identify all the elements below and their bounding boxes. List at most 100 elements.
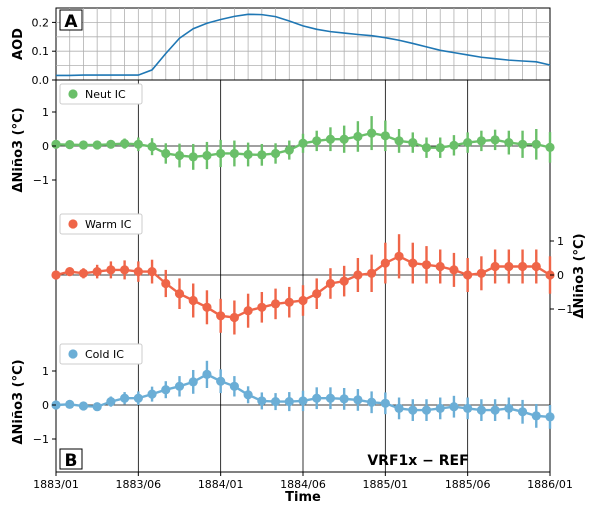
data-point: [133, 139, 143, 149]
panel-b-x-ticks: 1883/01 1883/06 1884/01 1884/06 1885/01 1885/…: [33, 472, 573, 491]
data-point: [257, 150, 267, 160]
data-point: [174, 150, 185, 161]
data-point: [531, 411, 541, 421]
data-point: [78, 140, 89, 150]
data-point: [188, 377, 198, 387]
data-point: [421, 260, 432, 270]
data-point: [408, 258, 418, 268]
data-point: [504, 261, 514, 272]
data-point: [106, 139, 116, 149]
data-point: [476, 136, 486, 146]
x-tick-label: 1885/06: [445, 478, 491, 491]
panel-a-grid: [56, 8, 550, 80]
data-point: [312, 136, 322, 146]
panel-b-y-tick-label: −1: [33, 433, 49, 446]
data-point: [449, 402, 459, 412]
series-cold-ic: [51, 360, 555, 429]
x-tick-label: 1885/01: [362, 478, 408, 491]
data-point: [367, 268, 377, 278]
y-axis-label-cold: ΔNiño3 (°C): [11, 359, 26, 444]
panel-a-label-box: [59, 9, 83, 31]
data-point: [78, 401, 89, 411]
data-point: [353, 270, 363, 280]
data-point: [421, 143, 432, 153]
data-point: [270, 299, 281, 309]
data-point: [284, 297, 294, 307]
legend-marker: [68, 349, 78, 359]
data-point: [490, 405, 500, 415]
legend-marker: [68, 89, 78, 99]
panel-b-y-tick-label: 0: [42, 140, 49, 153]
y-axis-label-neut: ΔNiño3 (°C): [11, 107, 26, 192]
legend-box: [59, 343, 143, 365]
data-point: [51, 139, 61, 149]
data-point: [353, 131, 363, 142]
panel-a-y-tick-label: 0.1: [32, 45, 50, 58]
data-point: [243, 306, 253, 316]
panel-a-y-tick-label: 0.0: [32, 74, 50, 87]
data-point: [449, 265, 459, 275]
data-point: [353, 395, 363, 405]
legend-label: Neut IC: [85, 88, 126, 101]
data-point: [92, 140, 102, 150]
data-point: [202, 150, 212, 161]
data-point: [435, 403, 445, 413]
data-point: [133, 267, 143, 277]
data-point: [367, 128, 377, 138]
data-point: [298, 138, 308, 148]
data-point: [216, 148, 226, 159]
data-point: [517, 407, 528, 417]
data-point: [463, 403, 473, 413]
data-point: [476, 405, 486, 415]
data-point: [106, 265, 116, 275]
data-point: [202, 369, 212, 379]
data-point: [394, 136, 404, 146]
data-point: [449, 140, 459, 150]
data-point: [463, 138, 473, 148]
legend-box: [59, 213, 143, 235]
panel-a-series: [56, 13, 551, 77]
panel-b-label: B: [65, 451, 78, 471]
data-point: [257, 396, 267, 406]
data-point: [408, 405, 418, 415]
data-point: [202, 302, 212, 312]
panel-b-y-tick-label: 1: [42, 365, 49, 378]
data-point: [120, 265, 130, 275]
data-point: [188, 295, 198, 306]
data-point: [531, 139, 541, 149]
panel-b-y-ticks: −1 0 1 −1 0 1 −1 0 1: [33, 106, 573, 446]
data-point: [517, 139, 528, 149]
data-point: [367, 397, 377, 407]
data-point: [106, 397, 116, 407]
data-point: [133, 393, 143, 403]
legend-neut-ic: Neut IC: [59, 83, 143, 105]
data-point: [435, 143, 445, 153]
x-tick-label: 1883/01: [33, 478, 79, 491]
annotation-label: VRF1x − REF: [367, 453, 468, 469]
panel-a-label: A: [64, 12, 78, 32]
data-point: [339, 394, 349, 404]
panel-b-legends: Neut IC Warm IC Cold IC: [59, 83, 143, 365]
data-point: [161, 278, 171, 289]
data-point: [394, 251, 404, 261]
data-point: [312, 393, 322, 403]
series-neut-ic: [51, 116, 555, 170]
data-point: [243, 149, 253, 160]
legend-box: [59, 83, 143, 105]
data-point: [517, 261, 528, 272]
data-point: [65, 267, 75, 277]
panel-b-label-box: [59, 448, 83, 470]
data-point: [531, 261, 541, 272]
data-point: [545, 142, 555, 152]
panel-b-right-y-tick-label: −1: [557, 303, 573, 316]
x-tick-label: 1886/01: [527, 478, 573, 491]
data-point: [257, 302, 267, 312]
data-point: [325, 278, 336, 289]
data-point: [394, 403, 404, 413]
x-tick-label: 1884/01: [198, 478, 244, 491]
x-tick-label: 1883/06: [115, 478, 161, 491]
data-point: [120, 393, 130, 403]
data-point: [312, 289, 322, 299]
data-point: [476, 268, 486, 278]
